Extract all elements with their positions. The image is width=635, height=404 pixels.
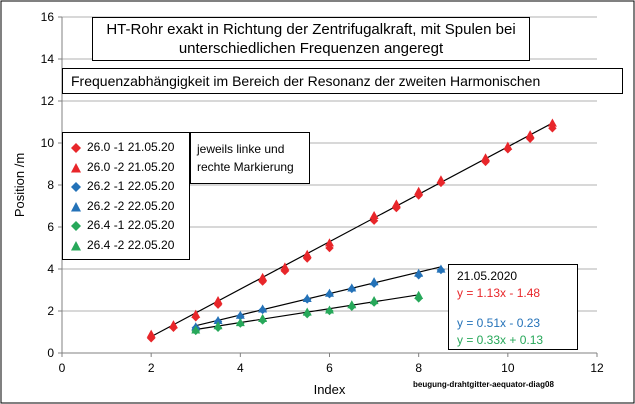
data-point-series-5 — [235, 318, 245, 327]
legend-item: 26.4 -2 22.05.20 — [63, 236, 189, 256]
legend-item: 26.2 -1 22.05.20 — [63, 177, 189, 197]
data-point-series-1 — [302, 249, 312, 258]
source-label: beugung-drahtgitter-aequator-diag08 — [413, 380, 554, 389]
legend-marker-triangle-icon — [71, 162, 81, 172]
y-tick-label: 0 — [47, 346, 54, 360]
data-point-series-5 — [302, 307, 312, 316]
data-point-series-3 — [258, 304, 268, 313]
data-point-series-5 — [369, 296, 379, 305]
chart-title-line-1: HT-Rohr exakt in Richtung der Zentrifuga… — [106, 21, 516, 38]
legend-marker-shape — [71, 221, 81, 231]
note-line-1: jeweils linke und — [197, 142, 285, 156]
equation-date: 21.05.2020 — [457, 269, 518, 283]
data-point-series-3 — [414, 268, 424, 277]
data-point-series-1 — [436, 175, 446, 184]
data-point-series-1 — [525, 130, 535, 139]
legend-marker-shape — [71, 182, 81, 192]
y-tick-label: 12 — [41, 94, 55, 108]
data-point-series-3 — [347, 283, 357, 292]
equation-blue: y = 0.51x - 0.23 — [457, 316, 541, 330]
chart-title-line-2: unterschiedlichen Frequenzen angeregt — [178, 40, 444, 57]
data-point-series-1 — [414, 186, 424, 195]
data-point-series-1 — [547, 118, 557, 127]
data-point-series-0 — [325, 243, 334, 253]
data-point-series-5 — [191, 325, 201, 334]
chart-subtitle: Frequenzabhängigkeit im Bereich der Reso… — [62, 68, 623, 94]
x-tick-label: 2 — [148, 361, 155, 375]
y-tick-label: 4 — [47, 262, 54, 276]
legend-marker-shape — [71, 201, 81, 211]
note-line-2: rechte Markierung — [197, 160, 294, 174]
x-tick-label: 0 — [59, 361, 66, 375]
data-point-series-1 — [258, 272, 268, 281]
data-point-series-3 — [325, 288, 334, 297]
trendline-equations: 21.05.2020 y = 1.13x - 1.48 y = 0.51x - … — [448, 264, 578, 350]
legend-item: 26.0 -2 21.05.20 — [63, 158, 189, 178]
legend-marker-triangle-icon — [71, 240, 81, 250]
chart-title: HT-Rohr exakt in Richtung der Zentrifuga… — [92, 17, 530, 61]
x-tick-label: 6 — [326, 361, 333, 375]
data-point-series-1 — [191, 309, 201, 318]
data-point-series-5 — [258, 313, 268, 322]
data-point-series-3 — [369, 277, 379, 286]
y-tick-label: 6 — [47, 220, 54, 234]
note-box: jeweils linke und rechte Markierung — [190, 132, 310, 184]
legend-item: 26.0 -1 21.05.20 — [63, 138, 189, 158]
data-point-series-1 — [146, 329, 156, 338]
data-point-series-3 — [235, 310, 245, 319]
legend-marker-diamond-icon — [71, 221, 81, 231]
y-tick-label: 16 — [41, 10, 55, 24]
legend-item: 26.4 -1 22.05.20 — [63, 216, 189, 236]
legend: 26.0 -1 21.05.20 26.0 -2 21.05.20 26.2 -1 … — [62, 132, 190, 260]
data-point-series-1 — [391, 199, 401, 208]
data-point-series-1 — [503, 141, 513, 150]
data-point-series-3 — [436, 264, 446, 273]
x-tick-label: 10 — [501, 361, 515, 375]
data-point-series-5 — [325, 305, 334, 314]
legend-marker-triangle-icon — [71, 201, 81, 211]
legend-label: 26.4 -1 22.05.20 — [87, 218, 175, 232]
data-point-series-0 — [548, 124, 557, 133]
data-point-series-1 — [213, 296, 223, 305]
legend-marker-shape — [71, 162, 81, 172]
x-tick-label: 4 — [237, 361, 244, 375]
data-point-series-1 — [481, 153, 491, 162]
data-point-series-1 — [280, 262, 290, 271]
equation-red: y = 1.13x - 1.48 — [457, 286, 541, 300]
data-point-series-5 — [213, 321, 223, 330]
legend-label: 26.4 -2 22.05.20 — [87, 237, 175, 252]
data-point-series-5 — [347, 300, 357, 309]
data-point-series-1 — [168, 320, 178, 329]
legend-label: 26.0 -1 21.05.20 — [87, 140, 175, 154]
legend-marker-shape — [71, 143, 81, 153]
equation-green: y = 0.33x + 0.13 — [457, 333, 544, 347]
legend-label: 26.0 -2 21.05.20 — [87, 159, 175, 174]
data-point-series-3 — [302, 293, 312, 302]
legend-label: 26.2 -1 22.05.20 — [87, 179, 175, 193]
data-point-series-5 — [414, 290, 424, 299]
y-tick-label: 2 — [47, 304, 54, 318]
legend-item: 26.2 -2 22.05.20 — [63, 197, 189, 217]
x-tick-label: 8 — [415, 361, 422, 375]
legend-label: 26.2 -2 22.05.20 — [87, 198, 175, 213]
y-tick-label: 8 — [47, 178, 54, 192]
y-tick-label: 10 — [41, 136, 55, 150]
x-tick-label: 12 — [590, 361, 604, 375]
y-axis-label: Position /m — [12, 153, 27, 217]
legend-marker-shape — [71, 240, 81, 250]
data-point-series-1 — [369, 210, 379, 220]
data-point-series-1 — [325, 238, 334, 247]
legend-marker-diamond-icon — [71, 182, 81, 192]
legend-marker-diamond-icon — [71, 143, 81, 153]
x-axis-label: Index — [314, 382, 346, 397]
y-tick-label: 14 — [41, 52, 55, 66]
trendline-1 — [195, 266, 442, 327]
data-point-series-3 — [213, 315, 223, 325]
